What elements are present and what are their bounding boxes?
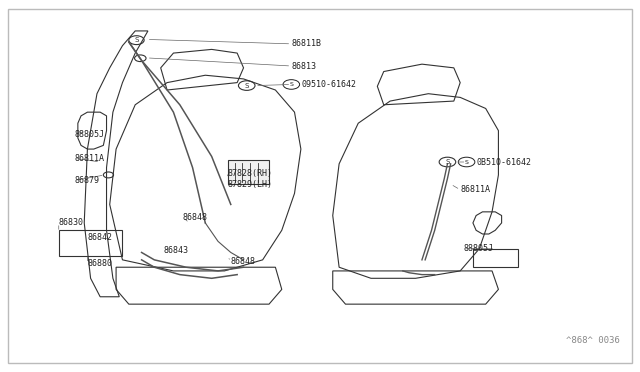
- Text: 86811A: 86811A: [75, 154, 105, 163]
- Text: 86842: 86842: [88, 233, 113, 242]
- Text: S: S: [244, 83, 249, 89]
- Bar: [228, 160, 269, 184]
- Text: 88805J: 88805J: [75, 130, 105, 139]
- Text: 87828(RH): 87828(RH): [228, 169, 273, 177]
- Text: ^868^ 0036: ^868^ 0036: [566, 336, 620, 345]
- Text: 86848: 86848: [231, 257, 256, 266]
- Text: 86811B: 86811B: [291, 39, 321, 48]
- Text: 86830: 86830: [59, 218, 84, 227]
- Text: 0B510-61642: 0B510-61642: [477, 157, 532, 167]
- Text: 09510-61642: 09510-61642: [301, 80, 356, 89]
- Text: 86811A: 86811A: [460, 185, 490, 194]
- Text: 87829(LH): 87829(LH): [228, 180, 273, 189]
- Text: S: S: [445, 159, 450, 165]
- Text: S: S: [134, 37, 139, 43]
- Text: 86813: 86813: [291, 61, 316, 71]
- Text: 86879: 86879: [75, 176, 100, 185]
- Text: 86848: 86848: [183, 213, 208, 222]
- Text: 86880: 86880: [88, 259, 113, 268]
- Text: 86843: 86843: [164, 246, 189, 255]
- Text: S: S: [465, 160, 468, 164]
- Bar: [59, 230, 122, 256]
- Text: 88805J: 88805J: [463, 244, 493, 253]
- Bar: [473, 249, 518, 267]
- Text: S: S: [289, 82, 293, 87]
